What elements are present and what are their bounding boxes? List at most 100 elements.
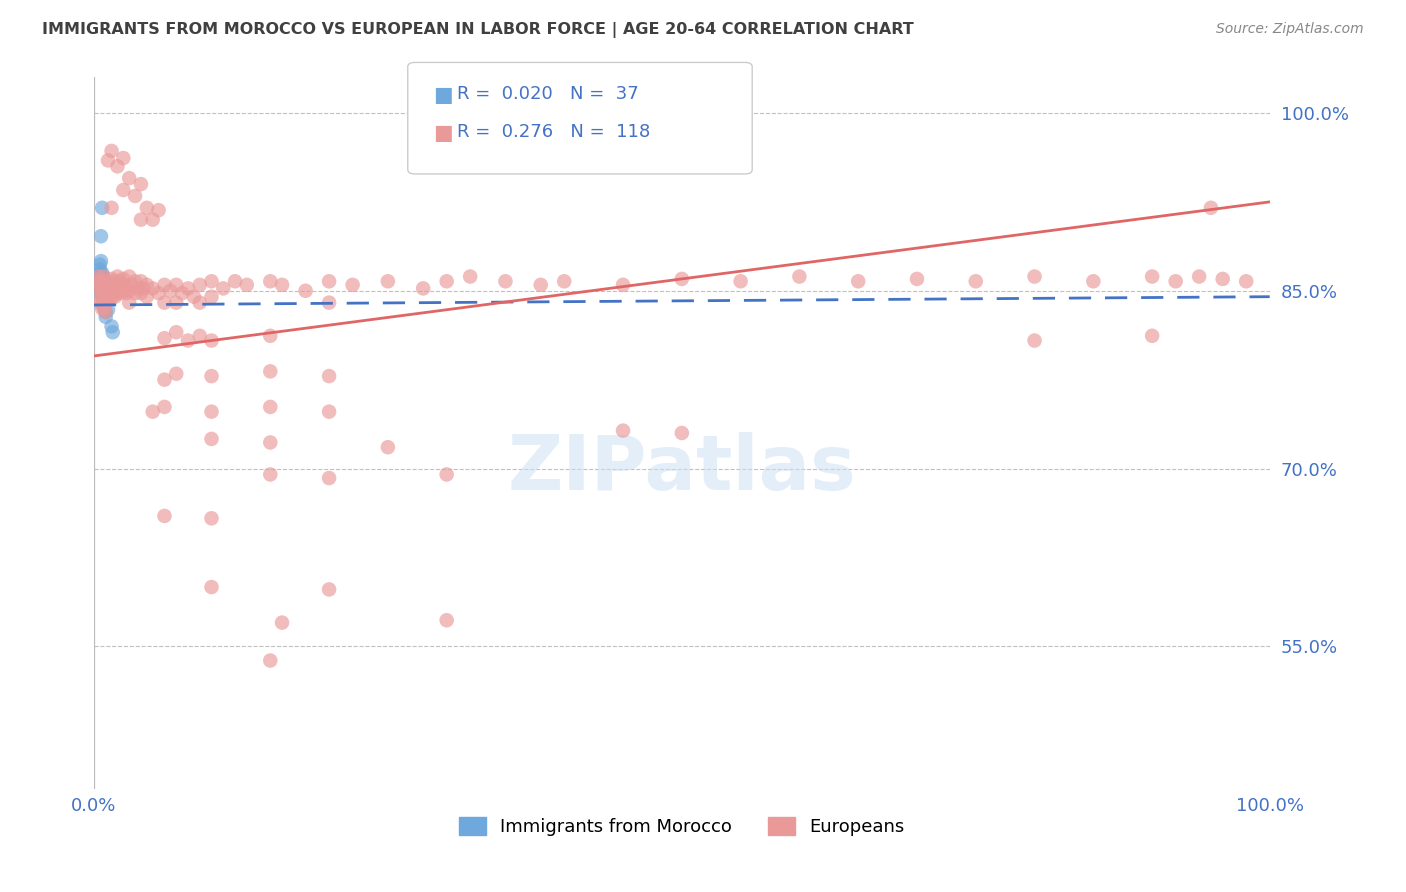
Point [1234,274,1257,288]
Point [135,290,157,304]
Point [153,400,176,414]
Point [91,269,114,284]
Point [342,277,364,292]
Point [94,305,117,319]
Point [212,281,235,295]
Point [846,274,869,288]
Point [110,286,132,301]
Text: R =  0.276   N =  118: R = 0.276 N = 118 [457,123,650,141]
Point [105,277,128,292]
Point [294,284,316,298]
Point [89,262,111,277]
Point [124,274,146,288]
Point [86,274,108,288]
Legend: Immigrants from Morocco, Europeans: Immigrants from Morocco, Europeans [451,810,912,844]
Point [91,295,114,310]
Point [93,301,115,316]
Point [91,301,114,316]
Point [91,284,114,298]
Point [103,281,125,295]
Point [91,284,114,298]
Point [87,277,110,292]
Point [671,272,693,286]
Point [97,284,120,298]
Point [188,295,211,310]
Point [100,284,122,298]
Point [159,284,181,298]
Point [1212,272,1234,286]
Point [94,277,117,292]
Point [86,277,108,292]
Point [458,269,481,284]
Point [89,258,111,272]
Point [318,404,340,418]
Text: ■: ■ [433,123,453,143]
Point [91,291,114,305]
Point [377,274,399,288]
Point [89,276,111,290]
Point [124,189,146,203]
Point [200,511,222,525]
Point [93,274,115,288]
Point [318,369,340,384]
Point [89,281,111,295]
Point [172,286,194,301]
Point [93,284,115,298]
Point [124,286,146,301]
Point [177,281,200,295]
Point [183,290,205,304]
Point [91,266,114,280]
Point [1140,269,1163,284]
Point [129,286,152,301]
Point [200,369,222,384]
Point [412,281,434,295]
Point [318,582,340,597]
Point [107,277,129,292]
Point [98,286,121,301]
Point [965,274,987,288]
Point [142,281,165,295]
Point [177,334,200,348]
Point [86,268,108,283]
Point [200,334,222,348]
Point [142,212,165,227]
Point [148,203,170,218]
Point [98,277,121,292]
Point [84,272,107,286]
Point [107,286,129,301]
Point [91,298,114,312]
Point [107,159,129,173]
Point [96,290,118,304]
Point [112,284,135,298]
Point [153,331,176,345]
Point [1199,201,1222,215]
Point [612,424,634,438]
Point [108,274,131,288]
Point [165,325,187,339]
Point [377,440,399,454]
Point [87,274,110,288]
Point [530,277,553,292]
Point [730,274,752,288]
Point [87,269,110,284]
Point [436,467,458,482]
Point [112,272,135,286]
Point [188,328,211,343]
Point [100,319,122,334]
Point [91,286,114,301]
Point [259,654,281,668]
Point [553,274,575,288]
Point [118,295,141,310]
Point [101,290,124,304]
Point [90,286,112,301]
Point [259,364,281,378]
Point [100,201,122,215]
Point [671,425,693,440]
Point [91,272,114,286]
Point [97,153,120,168]
Point [104,274,127,288]
Point [90,254,112,268]
Point [224,274,246,288]
Point [100,281,122,295]
Point [612,277,634,292]
